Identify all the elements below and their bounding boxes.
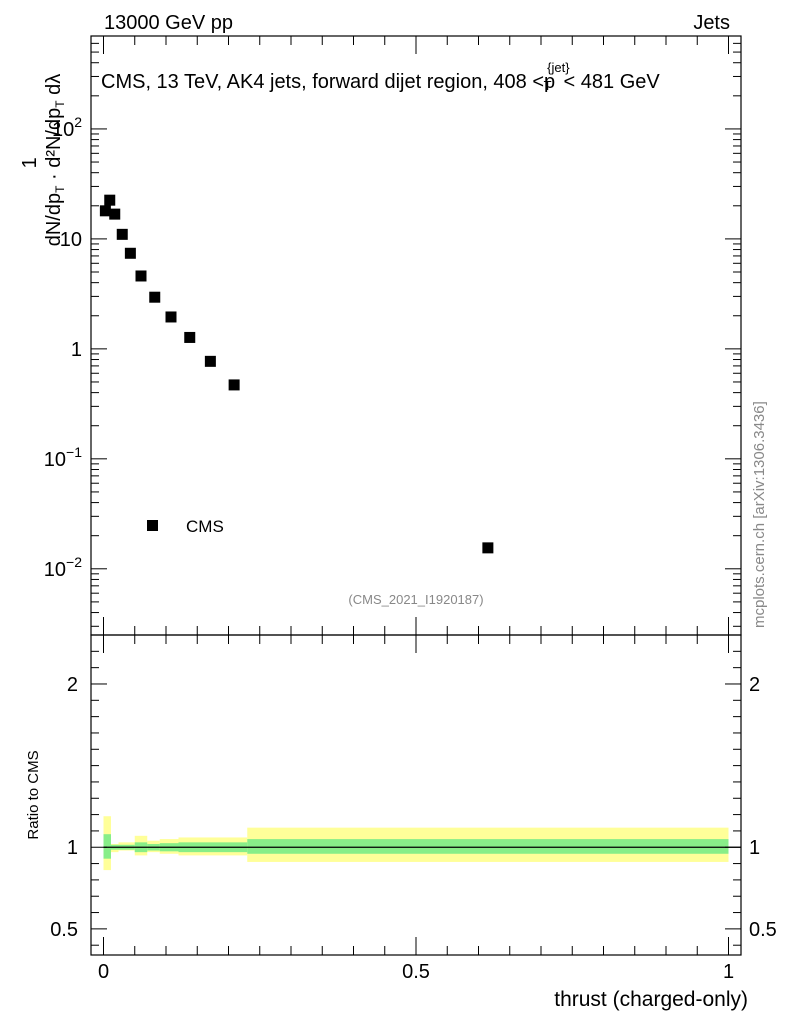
legend-label-cms: CMS: [186, 517, 224, 536]
data-point: [184, 331, 196, 343]
data-point: [149, 291, 161, 303]
y-axis-label-text: 1 dN/dpT · d²N/dpT dλ: [19, 74, 67, 247]
data-point: [116, 228, 128, 240]
x-tick-label: 1: [723, 961, 734, 983]
x-tick-label: 0.5: [402, 961, 430, 983]
y-tick-label: 10−2: [44, 554, 82, 581]
data-point: [109, 208, 121, 220]
ratio-y-axis-group: Ratio to CMS: [25, 750, 42, 839]
energy-label: 13000 GeV pp: [104, 12, 233, 34]
y-tick-label: 1: [71, 339, 82, 361]
data-point: [124, 247, 136, 259]
x-tick-label: 0: [98, 961, 109, 983]
plot-title: CMS, 13 TeV, AK4 jets, forward dijet reg…: [101, 60, 660, 93]
y-tick-label: 102: [52, 114, 82, 141]
side-label: mcplots.cern.ch [arXiv:1306.3436]: [751, 401, 768, 628]
ratio-y-tick-label-right: 1: [749, 837, 760, 859]
main-axis-ticks: 10−2 10−1 1 10 102: [44, 35, 741, 627]
data-point: [204, 355, 216, 367]
ratio-y-tick-label: 1: [67, 837, 78, 859]
main-data-points: [99, 194, 494, 554]
data-point: [482, 542, 494, 554]
y-tick-label: 10−1: [44, 444, 82, 471]
ratio-bands: [103, 816, 729, 871]
ratio-axis-ticks: 0 0.5 1 0.5 0.5 1 1 2 2: [50, 36, 777, 983]
ratio-y-axis-label: Ratio to CMS: [25, 750, 42, 839]
ratio-y-tick-label-right: 0.5: [749, 919, 777, 941]
data-point: [135, 270, 147, 282]
data-point: [228, 379, 240, 391]
data-point: [99, 205, 111, 217]
stat-band-bin: [247, 839, 729, 854]
y-tick-label: 10: [60, 229, 82, 251]
ratio-y-tick-label: 0.5: [50, 919, 78, 941]
data-point: [104, 194, 116, 206]
legend-marker-cms: [147, 520, 158, 531]
ratio-frame: [90, 634, 742, 956]
ratio-y-tick-label-right: 2: [749, 674, 760, 696]
ratio-y-tick-label: 2: [67, 674, 78, 696]
data-point: [165, 311, 177, 323]
category-label: Jets: [693, 12, 730, 34]
main-y-axis-label: 1 dN/dpT · d²N/dpT dλ: [19, 74, 67, 247]
x-axis-label: thrust (charged-only): [554, 988, 748, 1011]
analysis-watermark: (CMS_2021_I1920187): [348, 592, 483, 607]
stat-band-bin: [103, 834, 111, 859]
side-label-group: mcplots.cern.ch [arXiv:1306.3436]: [751, 401, 768, 628]
